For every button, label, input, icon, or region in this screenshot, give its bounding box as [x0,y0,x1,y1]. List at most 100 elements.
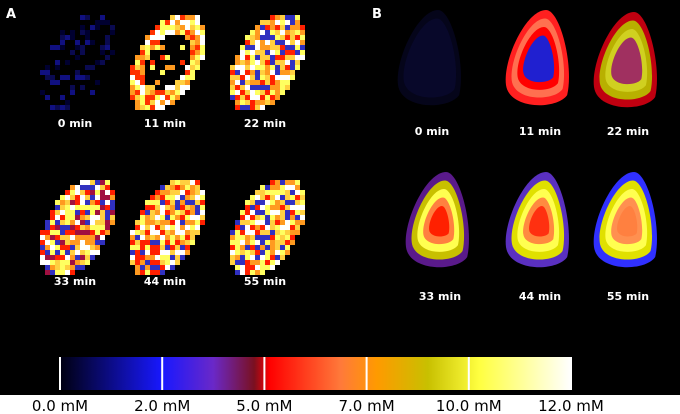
pixel [180,200,185,205]
pixel [275,35,280,40]
pixel [290,60,295,65]
pixel [75,200,80,205]
pixel [70,205,75,210]
pixel [285,210,290,215]
pixel [135,95,140,100]
pixel [145,85,150,90]
pixel [55,60,60,65]
pixel [190,30,195,35]
pixel [265,35,270,40]
pixel [180,30,185,35]
pixel [275,195,280,200]
pixel [280,50,285,55]
pixel [295,220,300,225]
pixel [280,230,285,235]
pixel [95,220,100,225]
pixel [275,250,280,255]
pixel [70,50,75,55]
pixel [175,220,180,225]
pixel [195,40,200,45]
pixel [110,25,115,30]
pixel [85,235,90,240]
pixel [195,60,200,65]
pixel [235,255,240,260]
pixel [45,240,50,245]
pixel [80,220,85,225]
pixel [45,260,50,265]
pixel [70,240,75,245]
concentration-map [505,172,569,268]
pixel [250,70,255,75]
pixel [155,95,160,100]
pixel [275,85,280,90]
pixel [250,50,255,55]
pixel [240,255,245,260]
pixel [165,195,170,200]
pixel [265,100,270,105]
concentration-map [405,172,469,268]
pixel [75,245,80,250]
pixel [140,220,145,225]
pixel [190,200,195,205]
pixel [185,15,190,20]
pixel [190,40,195,45]
pixel [135,100,140,105]
pixel [280,190,285,195]
pixel [275,70,280,75]
pixel [130,250,135,255]
pixel [240,55,245,60]
pixel [140,50,145,55]
pixel [265,240,270,245]
pixel [95,180,100,185]
pixel [285,70,290,75]
pixel [75,220,80,225]
pixel [145,205,150,210]
pixel [230,245,235,250]
pixel [275,30,280,35]
pixel [155,25,160,30]
pixel [145,255,150,260]
pixel [250,230,255,235]
pixel [300,25,305,30]
pixel [275,185,280,190]
pixel [165,265,170,270]
pixel [170,85,175,90]
pixel [155,45,160,50]
pixel [70,270,75,275]
pixel [180,25,185,30]
pixel [65,75,70,80]
pixel [65,230,70,235]
pixel [155,245,160,250]
pixel [295,215,300,220]
pixel [75,195,80,200]
pixel [70,220,75,225]
pixel [245,35,250,40]
pixel [190,55,195,60]
pixel [175,215,180,220]
pixel [60,230,65,235]
pixel [235,230,240,235]
pixel [105,185,110,190]
pixel [260,245,265,250]
pixel [60,240,65,245]
pixel-map [130,180,205,275]
pixel [175,260,180,265]
pixel [255,65,260,70]
pixel [140,100,145,105]
pixel [60,40,65,45]
pixel [160,245,165,250]
pixel [265,95,270,100]
pixel [265,205,270,210]
pixel [185,70,190,75]
pixel [265,65,270,70]
pixel [255,75,260,80]
pixel [270,265,275,270]
pixel [70,30,75,35]
band [617,206,638,237]
pixel [50,45,55,50]
pixel [80,195,85,200]
pixel [140,250,145,255]
pixel [240,90,245,95]
pixel [250,100,255,105]
pixel [190,220,195,225]
